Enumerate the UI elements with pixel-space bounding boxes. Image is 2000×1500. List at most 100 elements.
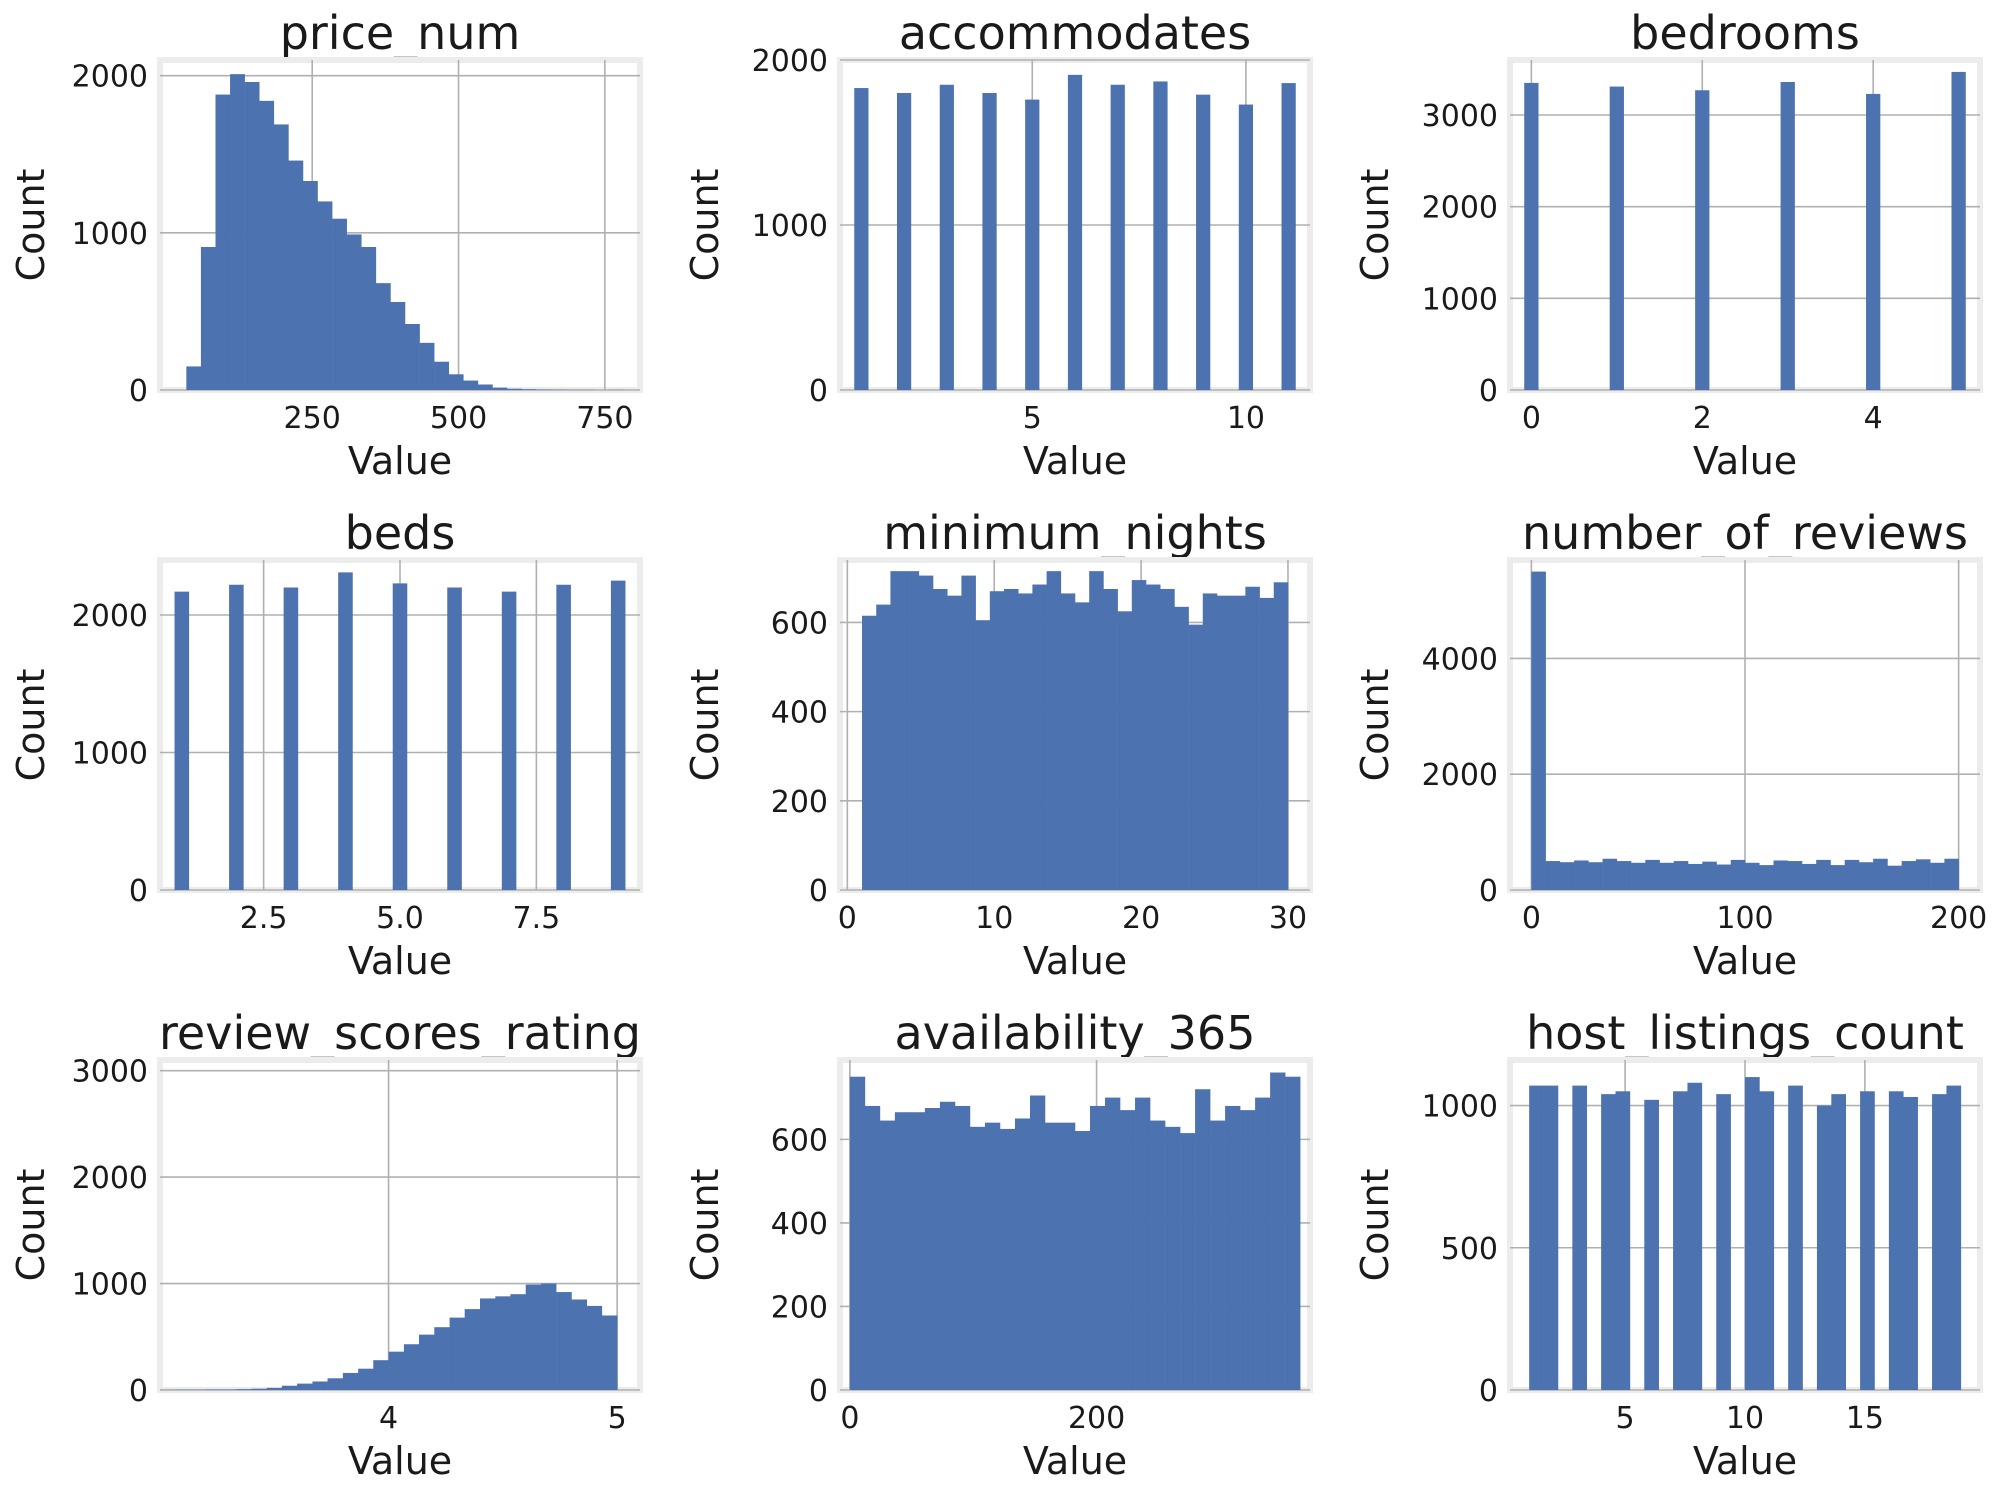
x-tick-label: 500 [430, 401, 487, 436]
bar [571, 1300, 587, 1390]
bar [478, 385, 493, 391]
x-axis-label: Value [1023, 439, 1127, 483]
bar [404, 1344, 419, 1390]
bar [507, 389, 522, 390]
bar [1090, 1106, 1105, 1390]
bar [1716, 1094, 1731, 1390]
bar [229, 585, 244, 890]
x-tick-label: 5 [1023, 401, 1042, 436]
x-axis-label: Value [1693, 1439, 1797, 1483]
bar [434, 362, 449, 390]
y-tick-label: 400 [771, 696, 828, 731]
bar [495, 1296, 510, 1390]
bar [1644, 1100, 1659, 1390]
bar [1203, 593, 1218, 890]
x-tick-label: 4 [379, 1401, 398, 1436]
y-tick-label: 0 [1479, 874, 1498, 909]
bar [1946, 1086, 1961, 1390]
bar [1916, 859, 1931, 890]
bar [434, 1327, 450, 1390]
bar [393, 583, 408, 890]
bar [1045, 1123, 1060, 1390]
bar [347, 234, 362, 390]
bar [1274, 582, 1289, 890]
y-tick-label: 2000 [1422, 758, 1498, 793]
bar [318, 201, 333, 390]
bar [390, 302, 405, 390]
bar [1745, 1077, 1760, 1390]
bar [982, 93, 996, 390]
y-tick-label: 0 [809, 374, 828, 409]
bar [611, 581, 626, 890]
x-tick-label: 4 [1864, 401, 1883, 436]
bar [1255, 1098, 1270, 1390]
x-tick-label: 30 [1269, 901, 1307, 936]
bar [449, 374, 464, 390]
bar [1688, 864, 1703, 890]
bar [1531, 572, 1546, 890]
bar [328, 1378, 344, 1390]
bar [1866, 94, 1880, 390]
x-tick-label: 2 [1693, 401, 1712, 436]
bar [480, 1298, 496, 1390]
y-tick-label: 0 [129, 374, 148, 409]
bar [1068, 75, 1082, 390]
bar [405, 324, 420, 390]
bar [919, 576, 933, 890]
bar [1572, 1086, 1587, 1390]
x-tick-label: 20 [1122, 901, 1160, 936]
bar [1859, 862, 1874, 890]
bar [541, 1284, 556, 1390]
bar [297, 1384, 313, 1390]
bar [1788, 1086, 1803, 1390]
y-tick-label: 600 [771, 1123, 828, 1158]
bar [947, 596, 962, 890]
bar [1717, 865, 1732, 890]
bar [1217, 596, 1231, 890]
y-tick-label: 1000 [72, 737, 148, 772]
x-axis-label: Value [1693, 939, 1797, 983]
bar [1702, 862, 1717, 890]
bar [1831, 1094, 1846, 1390]
bar [556, 1292, 572, 1390]
bar [990, 591, 1005, 890]
y-tick-label: 2000 [1422, 191, 1498, 226]
bar [850, 1077, 865, 1390]
y-tick-label: 3000 [72, 1055, 148, 1090]
bar [463, 381, 478, 390]
bar [1174, 607, 1188, 890]
bar [880, 1121, 895, 1390]
y-tick-label: 4000 [1422, 642, 1498, 677]
bar [1610, 87, 1624, 390]
bar [1603, 859, 1618, 890]
bar [1032, 585, 1047, 890]
y-tick-label: 500 [1441, 1232, 1498, 1267]
bar [1830, 865, 1845, 890]
y-tick-label: 1000 [752, 209, 828, 244]
bar [303, 181, 318, 390]
y-tick-label: 400 [771, 1207, 828, 1242]
bar [1196, 95, 1210, 390]
bar [1210, 1121, 1225, 1390]
y-tick-label: 200 [771, 1290, 828, 1325]
bar [1673, 1091, 1688, 1390]
bar [1930, 863, 1945, 890]
bar [274, 124, 289, 390]
bar [1060, 1123, 1075, 1390]
x-axis-label: Value [348, 439, 452, 483]
bar [206, 1389, 222, 1390]
bar [282, 1386, 298, 1390]
bar [1817, 1106, 1832, 1390]
bar [1015, 1118, 1030, 1390]
bar [1165, 1127, 1180, 1390]
bar [1902, 861, 1917, 890]
y-axis-label: Count [1353, 1169, 1397, 1282]
x-axis-label: Value [348, 939, 452, 983]
bar [1135, 1098, 1150, 1390]
